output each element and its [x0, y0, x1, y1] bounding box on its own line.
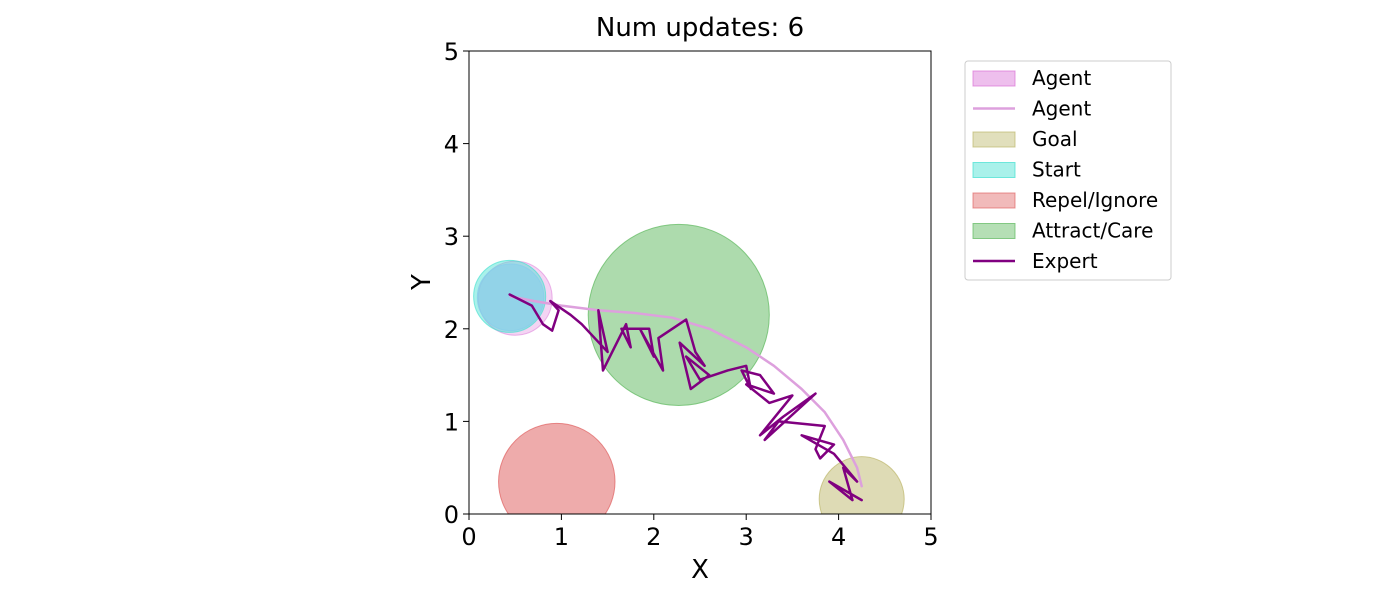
- legend-frame: [964, 60, 1172, 281]
- agent-path-line: [509, 295, 863, 488]
- legend-label: Expert: [1032, 249, 1098, 273]
- legend-item: Agent: [973, 97, 1091, 121]
- legend-swatch: [972, 192, 1016, 209]
- legend-label: Goal: [1032, 127, 1078, 151]
- circle-attract-care: [587, 223, 770, 406]
- y-tick-label: 1: [444, 408, 459, 436]
- plot-area: [473, 223, 905, 514]
- legend-item: Attract/Care: [972, 219, 1153, 243]
- paths-layer: [508, 293, 863, 502]
- x-tick-label: 1: [554, 523, 569, 551]
- plot-frame: [468, 50, 932, 515]
- legend-swatch: [972, 131, 1016, 148]
- legend-item: Goal: [972, 127, 1078, 151]
- x-tick-label: 2: [646, 523, 661, 551]
- y-tick-label: 0: [444, 501, 459, 529]
- x-axis-label: X: [691, 555, 709, 585]
- y-axis-ticks: 0 1 2 3 4 5: [444, 38, 469, 529]
- legend-item: Expert: [973, 249, 1098, 273]
- legend-label: Agent: [1032, 66, 1091, 90]
- x-tick-label: 3: [739, 523, 754, 551]
- legend-item: Repel/Ignore: [972, 188, 1158, 212]
- circle-repel-ignore: [498, 422, 616, 514]
- legend-label: Attract/Care: [1032, 219, 1153, 243]
- x-tick-label: 4: [831, 523, 846, 551]
- y-tick-label: 2: [444, 316, 459, 344]
- circles-layer: [473, 223, 905, 514]
- legend-label: Start: [1032, 158, 1081, 182]
- expert-path-line: [508, 293, 863, 502]
- legend-item: Agent: [972, 66, 1091, 90]
- legend-label: Repel/Ignore: [1032, 188, 1158, 212]
- legend-item: Start: [972, 158, 1081, 182]
- y-axis-label: Y: [407, 274, 437, 291]
- legend-label: Agent: [1032, 97, 1091, 121]
- legend: Agent Agent Goal Start Repel/Ignore Attract/C…: [964, 60, 1172, 281]
- x-tick-label: 5: [923, 523, 938, 551]
- chart-title: Num updates: 6: [596, 13, 804, 43]
- legend-swatch: [972, 70, 1016, 87]
- legend-swatch: [972, 162, 1016, 178]
- legend-items: Agent Agent Goal Start Repel/Ignore Attract/C…: [972, 66, 1158, 273]
- y-tick-label: 5: [444, 38, 459, 66]
- x-axis-ticks: 0 1 2 3 4 5: [461, 514, 939, 551]
- x-tick-label: 0: [461, 523, 476, 551]
- legend-swatch: [972, 223, 1016, 239]
- y-tick-label: 4: [444, 131, 459, 159]
- y-tick-label: 3: [444, 223, 459, 251]
